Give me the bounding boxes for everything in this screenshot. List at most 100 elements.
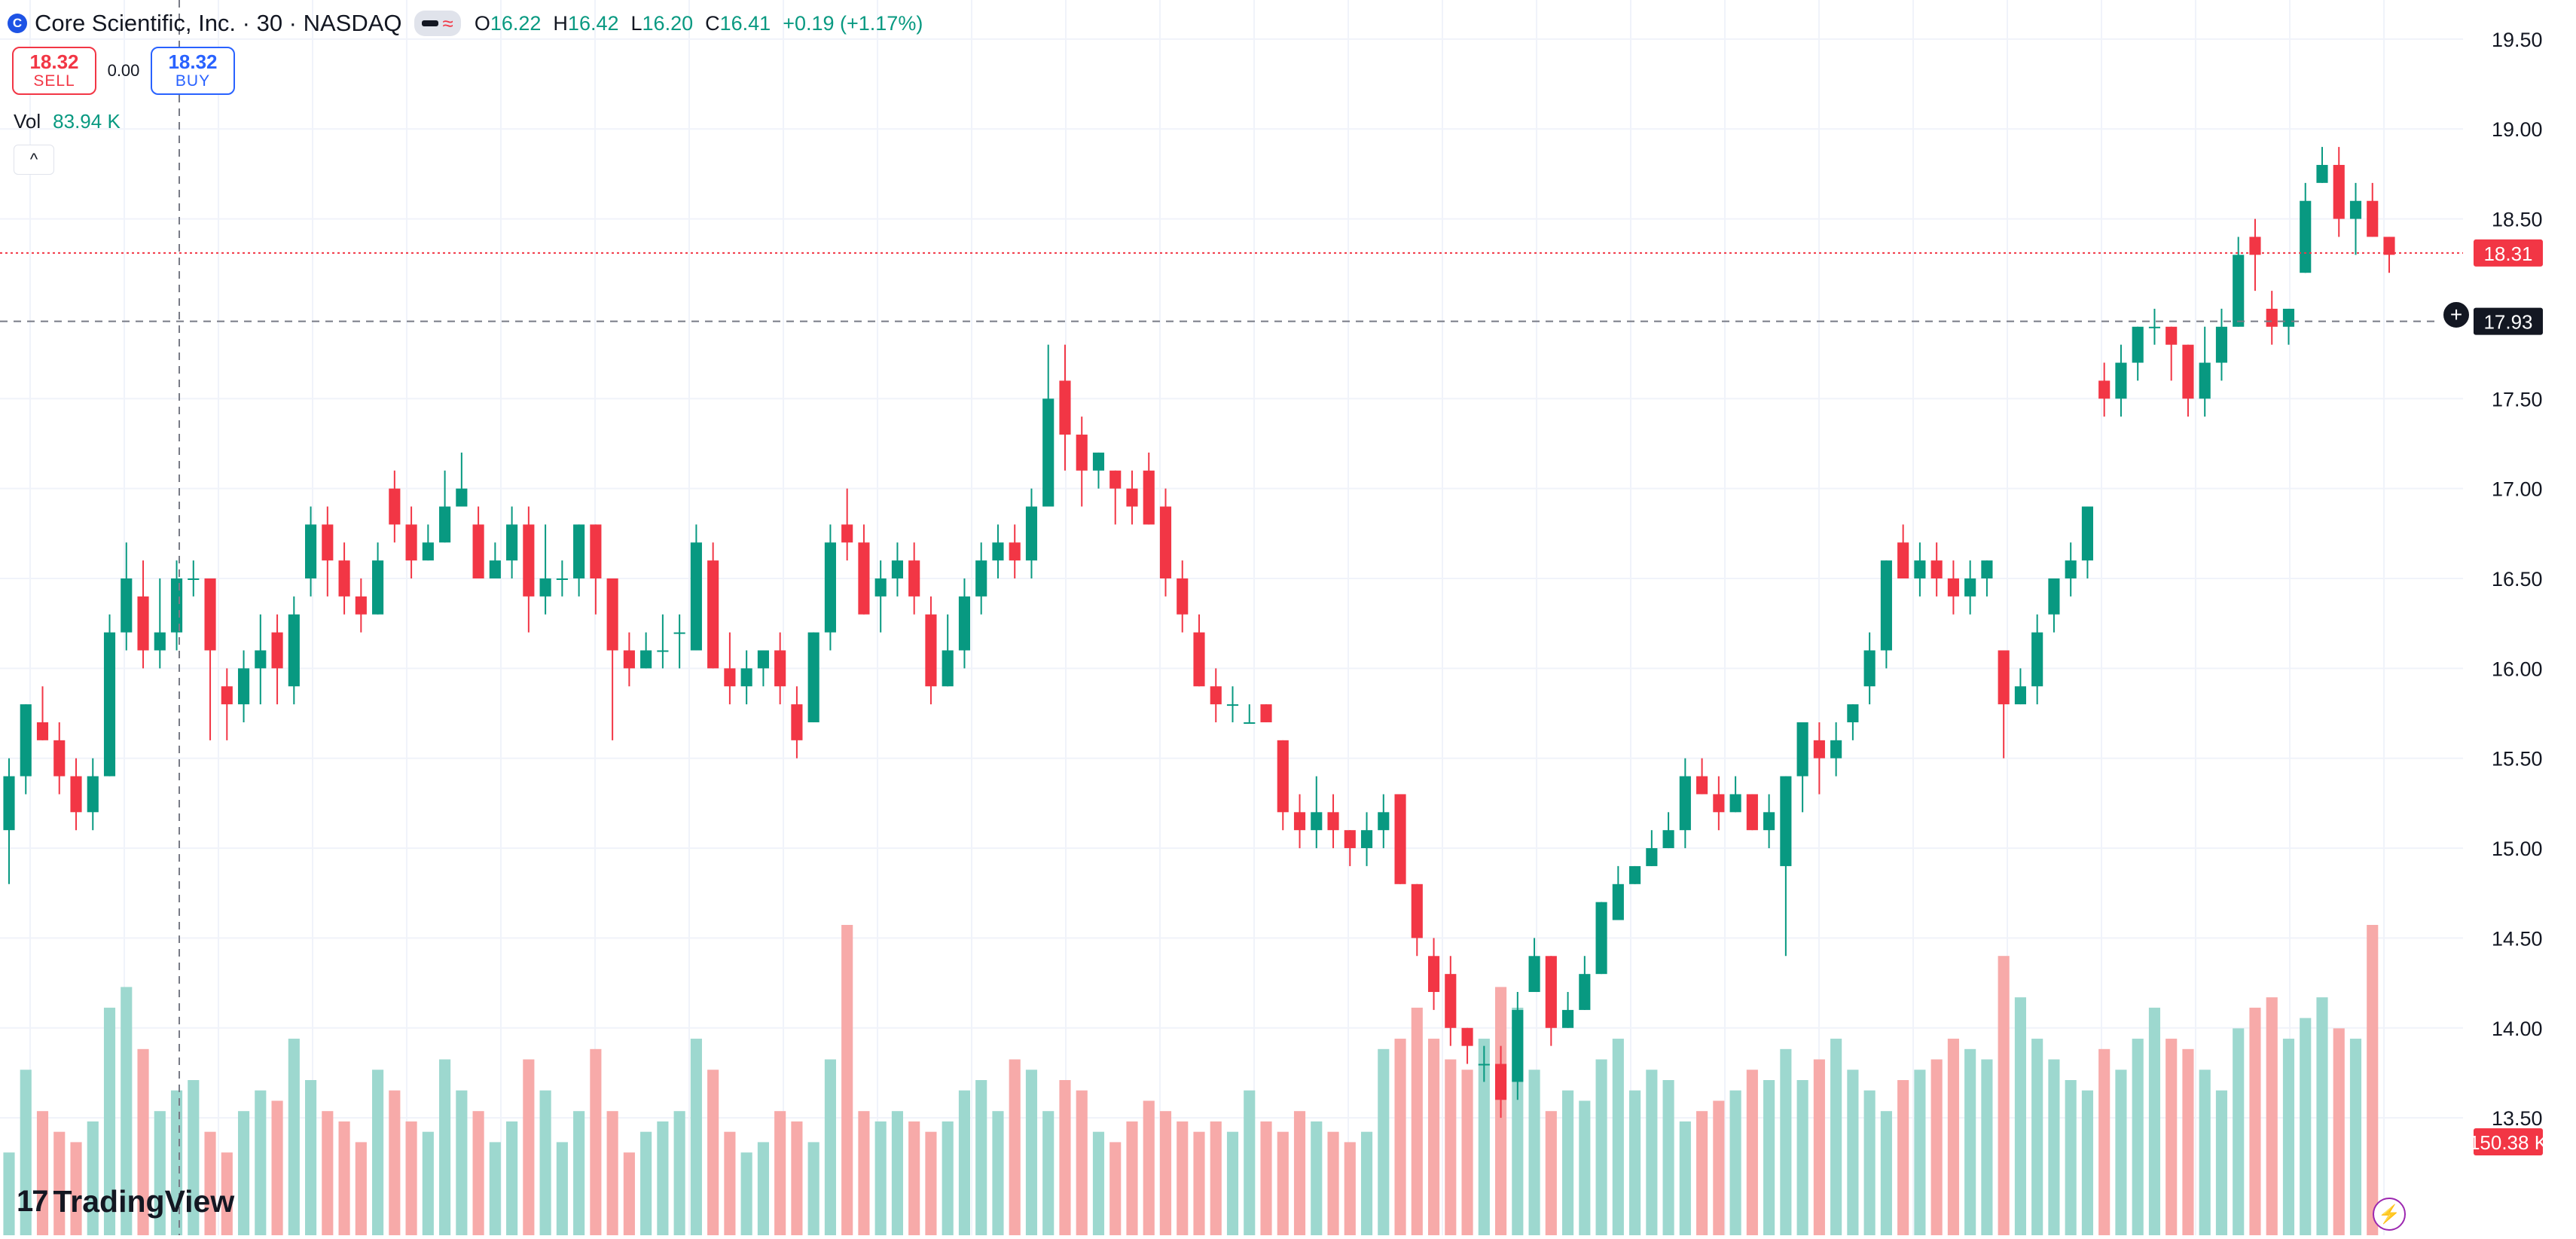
buy-label: BUY <box>175 72 211 90</box>
ohlc-low: L16.20 <box>630 11 694 35</box>
candle-body <box>1210 686 1222 705</box>
volume-legend[interactable]: Vol 83.94 K <box>14 110 121 133</box>
candle-body <box>523 524 535 597</box>
sell-button[interactable]: 18.32 SELL <box>12 47 96 95</box>
volume-bar <box>1579 1100 1591 1235</box>
candle-body <box>1729 794 1741 813</box>
candle-body <box>137 596 149 651</box>
volume-bar <box>908 1121 920 1235</box>
volume-bar <box>372 1070 384 1235</box>
volume-bar <box>1076 1090 1088 1235</box>
candle-body <box>556 578 568 580</box>
volume-bar <box>1059 1080 1071 1235</box>
crosshair-plus-button[interactable]: + <box>2442 301 2471 329</box>
trade-buttons: 18.32 SELL 0.00 18.32 BUY <box>12 47 235 95</box>
candle-body <box>20 704 32 777</box>
symbol-title[interactable]: Core Scientific, Inc. · 30 · NASDAQ <box>35 10 402 36</box>
candle-body <box>405 524 417 561</box>
volume-bar <box>1109 1142 1122 1235</box>
candle-body <box>1562 1009 1574 1028</box>
candle-body <box>539 578 551 597</box>
volume-bar <box>1629 1090 1641 1235</box>
volume-bar <box>791 1121 803 1235</box>
volume-bar <box>1461 1070 1473 1235</box>
volume-bar <box>841 925 853 1235</box>
candle-body <box>1076 435 1088 471</box>
volume-bar <box>975 1080 987 1235</box>
candle-body <box>1579 974 1591 1010</box>
candle-body <box>355 596 367 615</box>
volume-bar <box>1210 1121 1222 1235</box>
candle-body <box>1193 632 1205 687</box>
volume-bar <box>103 1007 116 1235</box>
volume-bar <box>606 1111 618 1235</box>
candle-body <box>1009 542 1021 561</box>
volume-bar <box>237 1111 250 1235</box>
volume-bar <box>2182 1048 2194 1235</box>
indicator-wave-icon: ≈ <box>442 12 453 35</box>
volume-bar <box>1679 1121 1691 1235</box>
volume-bar <box>807 1142 819 1235</box>
symbol-logo-icon[interactable]: C <box>8 14 27 33</box>
tradingview-logo[interactable]: 17 TradingView <box>17 1184 234 1219</box>
volume-bar <box>590 1048 602 1235</box>
candle-body <box>807 632 819 722</box>
candle-body <box>1629 865 1641 884</box>
volume-bar <box>1746 1070 1758 1235</box>
volume-bar <box>942 1121 954 1235</box>
volume-bar <box>456 1090 468 1235</box>
candle-body <box>506 524 518 561</box>
candle-body <box>1947 578 1959 597</box>
candle-body <box>2065 560 2077 578</box>
indicator-toggle[interactable]: ≈ <box>414 11 461 36</box>
candle-body <box>1177 578 1189 615</box>
candle-body <box>1796 722 1808 777</box>
candle-body <box>87 776 99 813</box>
candle-body <box>36 722 49 740</box>
volume-bar <box>1478 1039 1490 1235</box>
candle-body <box>2199 362 2211 399</box>
volume-bar <box>623 1152 635 1235</box>
candle-body <box>1159 506 1172 578</box>
candle-body <box>992 542 1004 561</box>
volume-bar <box>1914 1070 1926 1235</box>
candle-body <box>1545 956 1557 1028</box>
y-axis-tick-label: 13.50 <box>2492 1107 2543 1130</box>
last-volume-label: 150.38 K <box>2469 1131 2548 1154</box>
candle-body <box>657 650 669 652</box>
candle-body <box>1646 848 1658 866</box>
candle-body <box>841 524 853 543</box>
candle-body <box>2132 326 2144 363</box>
candle-body <box>2014 686 2026 705</box>
collapse-legend-button[interactable]: ^ <box>14 145 54 175</box>
candle-body <box>958 596 971 651</box>
volume-bar <box>673 1111 685 1235</box>
candle-body <box>472 524 484 578</box>
volume-bar <box>422 1131 434 1235</box>
lightning-button[interactable]: ⚡ <box>2373 1198 2406 1231</box>
candle-body <box>1445 974 1457 1028</box>
candle-body <box>1109 470 1122 489</box>
volume-bar <box>1863 1090 1876 1235</box>
volume-bar <box>1729 1090 1741 1235</box>
volume-bar <box>556 1142 568 1235</box>
volume-bar <box>891 1111 904 1235</box>
ohlc-open: O16.22 <box>474 11 542 35</box>
candle-body <box>1427 956 1440 993</box>
volume-bar <box>958 1090 971 1235</box>
tradingview-mark-icon: 17 <box>17 1185 48 1218</box>
candle-body <box>1696 776 1708 795</box>
candle-body <box>1897 542 1909 578</box>
candle-body <box>1981 560 1993 578</box>
candle-body <box>1059 380 1071 435</box>
candle-body <box>2233 255 2245 327</box>
candle-body <box>188 578 200 580</box>
candle-body <box>2383 237 2395 255</box>
volume-bar <box>1780 1048 1792 1235</box>
volume-bar <box>2349 1039 2362 1235</box>
candle-body <box>1344 830 1356 849</box>
buy-button[interactable]: 18.32 BUY <box>151 47 235 95</box>
candle-body <box>1830 740 1842 758</box>
